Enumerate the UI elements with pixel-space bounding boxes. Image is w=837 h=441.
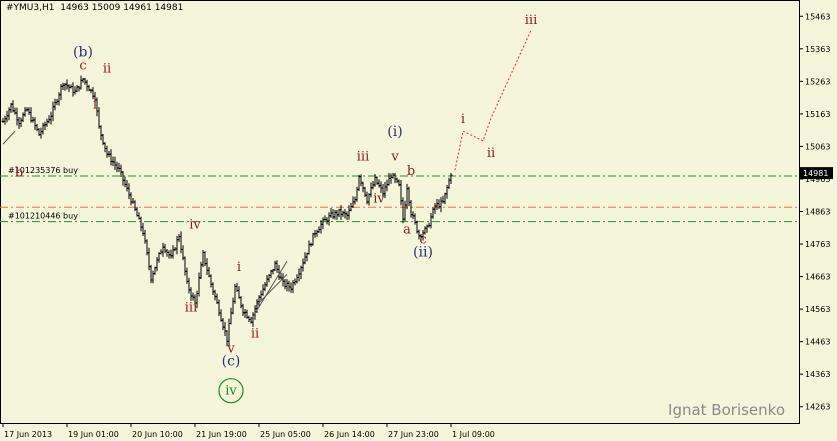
x-tick-label: 19 Jun 01:00: [68, 430, 119, 439]
wave-label: iii: [525, 13, 537, 28]
y-tick-label: 14363: [805, 370, 830, 379]
x-tick-label: 1 Jul 09:00: [452, 430, 495, 439]
wave-label: a: [403, 223, 411, 238]
y-tick-label: 15463: [805, 12, 830, 21]
current-price-label: 14981: [803, 169, 828, 178]
wave-label: iv: [225, 384, 237, 399]
wave-label: ii: [103, 62, 111, 77]
wave-label: i: [93, 97, 97, 112]
y-tick-label: 15063: [805, 142, 830, 151]
wave-label: (i): [387, 124, 402, 140]
y-tick-label: 14263: [805, 403, 830, 412]
author-watermark: Ignat Borisenko: [668, 401, 785, 419]
y-tick-label: 15163: [805, 110, 830, 119]
y-tick-label: 15263: [805, 77, 830, 86]
wave-label: ii: [251, 327, 259, 342]
x-tick-label: 20 Jun 10:00: [132, 430, 183, 439]
trend-channel-line: [2, 130, 16, 145]
x-tick-label: 21 Jun 19:00: [196, 430, 247, 439]
price-bars: [1, 75, 453, 347]
current-price-box: [800, 167, 833, 180]
x-tick-label: 17 Jun 2013: [4, 430, 52, 439]
wave-label: v: [390, 149, 399, 164]
wave-label: b: [407, 164, 415, 179]
order-level-label: #101235376 buy: [8, 166, 78, 175]
y-tick-label: 14663: [805, 273, 830, 282]
wave-label: b: [15, 166, 23, 181]
y-tick-label: 14463: [805, 338, 830, 347]
wave-label: c: [79, 58, 86, 73]
y-tick-label: 14763: [805, 240, 830, 249]
chart-header: #YMU3,H1 14963 15009 14961 14981: [6, 3, 183, 13]
ohlc-label: 14963 15009 14961 14981: [60, 3, 184, 13]
wave-label: (ii): [413, 244, 433, 260]
wave-label: i: [237, 260, 241, 275]
wave-label: (c): [222, 353, 241, 369]
wave-label: c: [419, 232, 426, 247]
symbol-label: #YMU3,H1: [6, 3, 55, 13]
wave-label: v: [226, 341, 235, 356]
x-tick-label: 25 Jun 05:00: [260, 430, 311, 439]
wave-label: iii: [185, 301, 197, 316]
wave-label: iv: [189, 218, 201, 233]
y-tick-label: 14563: [805, 305, 830, 314]
trend-channel-line: [250, 261, 288, 321]
wave-label: iv: [373, 192, 385, 207]
wave-label: i: [461, 112, 465, 127]
order-level-label: #101210446 buy: [8, 212, 78, 221]
plot-frame: [0, 0, 800, 424]
wave-label: ii: [487, 146, 495, 161]
wave-label: (b): [73, 44, 93, 60]
wave-circle: [218, 378, 244, 404]
y-tick-label: 15363: [805, 45, 830, 54]
x-tick-label: 26 Jun 14:00: [324, 430, 375, 439]
y-tick-label: 14863: [805, 208, 830, 217]
trend-channel-line: [254, 273, 288, 308]
x-tick-label: 27 Jun 23:00: [388, 430, 439, 439]
y-tick-label: 14963: [805, 175, 830, 184]
wave-label: iii: [357, 149, 369, 164]
